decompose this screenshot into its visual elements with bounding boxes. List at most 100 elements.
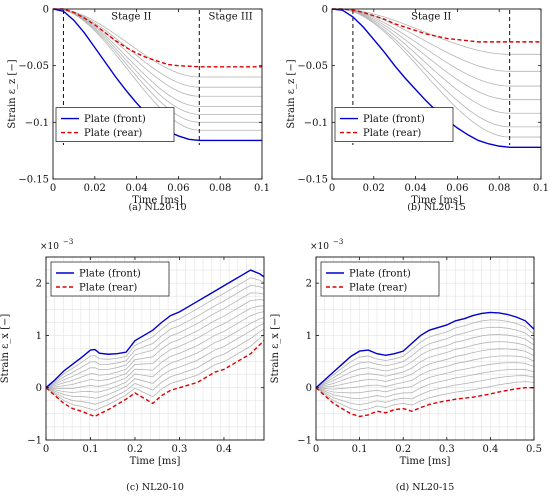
plot-frame (52, 8, 263, 180)
intermediate-curve (52, 8, 262, 97)
x-tick-label: 0.04 (404, 183, 426, 194)
x-tick-label: 0.2 (127, 444, 143, 455)
x-tick-label: 0.1 (254, 183, 270, 194)
plot-frame (315, 256, 535, 441)
series-front-line (315, 311, 535, 389)
y-tick-label: 1 (36, 331, 42, 342)
legend-label: Plate (rear) (84, 128, 142, 139)
intermediate-curve (315, 334, 535, 389)
x-tick-label: 0.02 (84, 183, 106, 194)
intermediate-curve (45, 284, 265, 389)
intermediate-curve (315, 362, 535, 394)
intermediate-curve (315, 368, 535, 400)
intermediate-curve (332, 8, 541, 128)
legend-label: Plate (rear) (349, 283, 407, 294)
legend-box (50, 261, 170, 297)
x-axis-label: Time [ms] (132, 195, 183, 206)
y-tick-label: −1 (27, 436, 42, 447)
intermediate-curve (45, 311, 265, 390)
series-front-line (45, 269, 265, 389)
x-tick-label: 0.5 (526, 444, 542, 455)
y-axis-label: Strain ε_z [−] (7, 59, 18, 128)
y-axis-label: Strain ε_z [−] (286, 59, 297, 128)
intermediate-curve (315, 381, 535, 411)
y-tick-label: 1 (306, 331, 312, 342)
plot-frame (45, 256, 265, 441)
y-axis-label: Strain ε_x [−] (0, 314, 11, 384)
intermediate-curve (52, 8, 262, 115)
series-rear-line (45, 340, 265, 418)
legend-box (320, 261, 440, 297)
intermediate-curve (315, 348, 535, 389)
x-tick-label: 0.08 (209, 183, 231, 194)
legend-label: Plate (front) (84, 114, 146, 125)
legend-label: Plate (rear) (79, 283, 137, 294)
intermediate-curve (315, 326, 535, 389)
x-tick-label: 0 (313, 444, 319, 455)
x-tick-label: 0.06 (167, 183, 189, 194)
x-tick-label: 0.04 (125, 183, 147, 194)
y-tick-label: −0.1 (304, 118, 328, 129)
intermediate-curve (45, 322, 265, 399)
y-tick-label: 0 (306, 383, 312, 394)
intermediate-curve (332, 8, 541, 101)
legend-label: Plate (front) (349, 269, 411, 280)
x-tick-label: 0.06 (446, 183, 468, 194)
y-tick-label: −0.1 (25, 118, 49, 129)
intermediate-curve (45, 334, 265, 411)
x-tick-label: 0.1 (83, 444, 99, 455)
legend-label: Plate (rear) (363, 128, 421, 139)
intermediate-curve (45, 328, 265, 405)
legend-box (55, 107, 175, 142)
series-rear-line (53, 8, 262, 68)
intermediate-curve (332, 8, 541, 55)
intermediate-curve (315, 355, 535, 390)
intermediate-curve (315, 375, 535, 405)
intermediate-curve (52, 8, 262, 107)
x-tick-label: 0.4 (216, 444, 232, 455)
plot-frame (331, 8, 542, 180)
x-tick-label: 0 (329, 183, 335, 194)
panel-caption: (c) NL20-10 (126, 482, 184, 493)
y-tick-label: −0.15 (297, 175, 328, 186)
panel-caption: (a) NL20-10 (128, 202, 186, 213)
y-tick-label: 0 (322, 5, 328, 16)
legend-label: Plate (front) (363, 114, 425, 125)
y-tick-label: −0.05 (297, 61, 328, 72)
y-tick-label: −1 (297, 436, 312, 447)
y-tick-label: −0.15 (18, 175, 49, 186)
series-rear-line (315, 387, 534, 418)
intermediate-curve (315, 319, 535, 389)
intermediate-curve (52, 8, 262, 78)
y-tick-label: 0 (43, 5, 49, 16)
intermediate-curve (315, 341, 535, 389)
y-tick-label: 0 (36, 383, 42, 394)
intermediate-curve (52, 8, 262, 123)
y-multiplier-exponent: −3 (333, 238, 343, 246)
intermediate-curve (332, 8, 541, 138)
y-tick-label: 2 (306, 279, 312, 290)
x-axis-label: Time [ms] (400, 456, 451, 467)
y-multiplier-label: ×10 (40, 242, 59, 252)
x-tick-label: 0 (43, 444, 49, 455)
intermediate-curve (52, 8, 262, 88)
panel-caption: (d) NL20-15 (396, 482, 455, 493)
stage-annotation: Stage II (411, 12, 451, 23)
series-rear-line (332, 8, 541, 43)
x-tick-label: 0.02 (363, 183, 385, 194)
x-tick-label: 0.4 (482, 444, 498, 455)
x-tick-label: 0.2 (395, 444, 411, 455)
intermediate-curve (45, 292, 265, 389)
y-axis-label: Strain ε_x [−] (270, 314, 281, 384)
intermediate-curve (45, 299, 265, 389)
intermediate-curve (45, 317, 265, 393)
y-multiplier-label: ×10 (310, 242, 329, 252)
intermediate-curve (332, 8, 541, 114)
panel-b: 0 0.02 0.04 0.06 0.08 0.1 0 −0.05 −0.1 −0.15 Time … (286, 5, 549, 214)
x-tick-label: 0.1 (352, 444, 368, 455)
legend-box (334, 107, 454, 142)
y-multiplier-exponent: −3 (63, 238, 73, 246)
